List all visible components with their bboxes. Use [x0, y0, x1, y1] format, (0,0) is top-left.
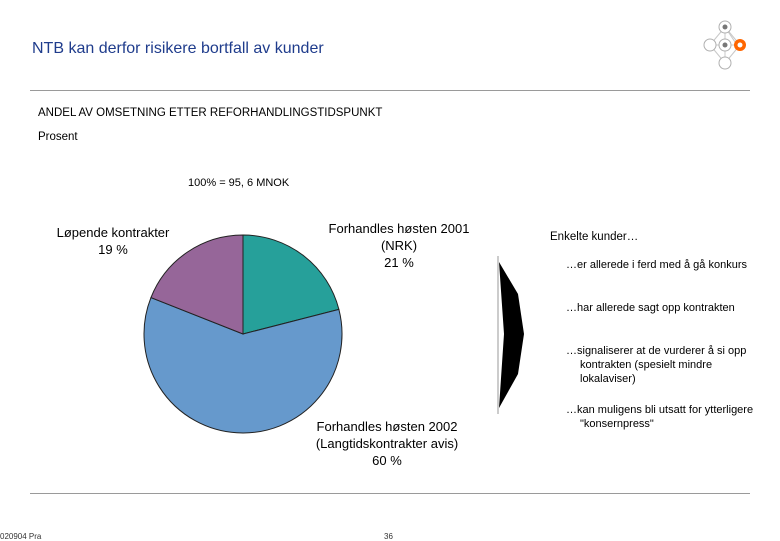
arrow-right-icon	[497, 256, 524, 414]
slice-detail: (NRK)	[380, 238, 418, 253]
page-number: 36	[384, 532, 393, 541]
slice-value: 19 %	[98, 242, 128, 257]
slice-name: Forhandles høsten 2001	[328, 221, 470, 236]
footer-divider	[30, 493, 750, 494]
footer-code: 020904 Pra	[0, 532, 42, 541]
header-divider	[30, 90, 750, 91]
pie-slice-avis	[143, 296, 343, 434]
slice-name: Løpende kontrakter	[56, 225, 170, 240]
slice-label-nrk: Forhandles høsten 2001 (NRK) 21 %	[322, 220, 476, 271]
slice-value: 60 %	[372, 453, 402, 468]
chart-unit-label: Prosent	[38, 131, 78, 143]
slice-name: Forhandles høsten 2002	[316, 419, 458, 434]
note-item: …signaliserer at de vurderer å si opp ko…	[566, 345, 747, 385]
slice-value: 21 %	[384, 255, 414, 270]
network-nodes-icon	[703, 20, 746, 70]
chart-title: ANDEL AV OMSETNING ETTER REFORHANDLINGST…	[38, 107, 383, 119]
slice-label-avis: Forhandles høsten 2002 (Langtidskontrakt…	[308, 418, 466, 469]
note-item: …kan muligens bli utsatt for ytterligere…	[566, 404, 754, 430]
pie-slice-nrk	[242, 234, 340, 335]
slice-label-lopende: Løpende kontrakter 19 %	[50, 224, 176, 258]
note-item: …er allerede i ferd med å gå konkurs	[566, 259, 747, 271]
chart-total-label: 100% = 95, 6 MNOK	[188, 177, 290, 189]
notes-heading: Enkelte kunder…	[550, 231, 639, 243]
note-item: …har allerede sagt opp kontrakten	[566, 302, 735, 314]
slice-detail: (Langtidskontrakter avis)	[315, 436, 459, 451]
pie-slice-lopende	[150, 234, 244, 335]
page-title: NTB kan derfor risikere bortfall av kund…	[32, 40, 324, 57]
